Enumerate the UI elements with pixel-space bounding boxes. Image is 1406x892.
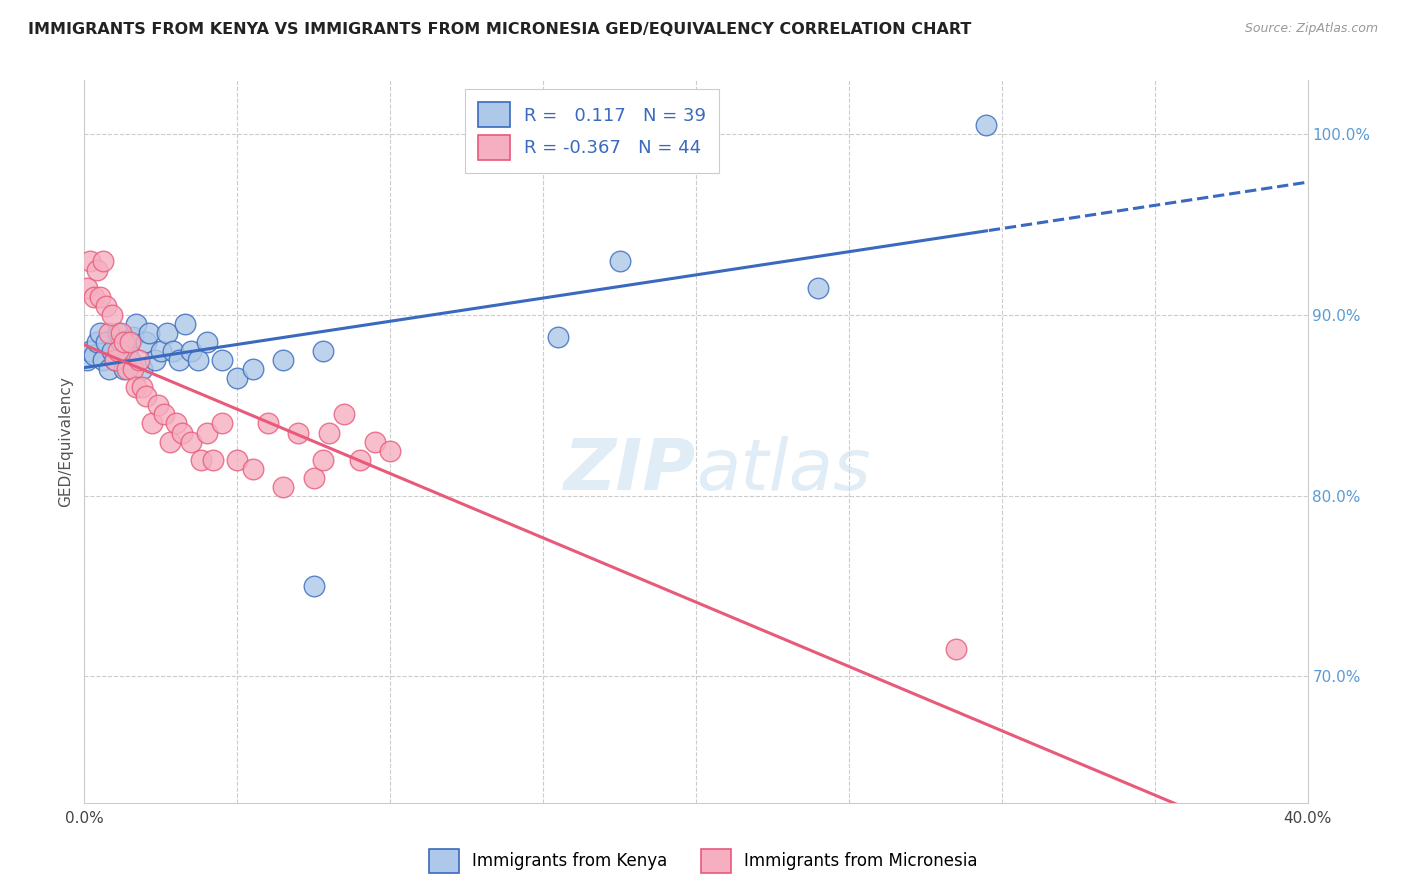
Point bbox=[318, 425, 340, 440]
Point bbox=[242, 362, 264, 376]
Point bbox=[101, 308, 124, 322]
Legend: R =   0.117   N = 39, R = -0.367   N = 44: R = 0.117 N = 39, R = -0.367 N = 44 bbox=[465, 89, 718, 173]
Point bbox=[112, 362, 135, 376]
Point bbox=[180, 434, 202, 449]
Point bbox=[180, 344, 202, 359]
Point bbox=[547, 330, 569, 344]
Point bbox=[110, 326, 132, 341]
Point bbox=[112, 335, 135, 350]
Point bbox=[271, 480, 294, 494]
Point bbox=[226, 452, 249, 467]
Point bbox=[94, 299, 117, 313]
Point bbox=[302, 579, 325, 593]
Point bbox=[107, 344, 129, 359]
Point bbox=[271, 353, 294, 368]
Point bbox=[190, 452, 212, 467]
Point bbox=[312, 344, 335, 359]
Point bbox=[380, 443, 402, 458]
Point bbox=[195, 335, 218, 350]
Point bbox=[609, 254, 631, 268]
Point bbox=[945, 642, 967, 657]
Point bbox=[79, 254, 101, 268]
Point bbox=[364, 434, 387, 449]
Point bbox=[211, 417, 233, 431]
Point bbox=[79, 344, 101, 359]
Point bbox=[257, 417, 280, 431]
Point bbox=[94, 335, 117, 350]
Point bbox=[125, 317, 148, 331]
Point bbox=[115, 344, 138, 359]
Legend: Immigrants from Kenya, Immigrants from Micronesia: Immigrants from Kenya, Immigrants from M… bbox=[422, 842, 984, 880]
Point bbox=[312, 452, 335, 467]
Point bbox=[97, 326, 120, 341]
Point bbox=[211, 353, 233, 368]
Point bbox=[226, 371, 249, 385]
Point bbox=[242, 461, 264, 475]
Point bbox=[115, 362, 138, 376]
Point bbox=[131, 380, 153, 394]
Point bbox=[120, 335, 142, 350]
Text: ZIP: ZIP bbox=[564, 436, 696, 505]
Point bbox=[86, 335, 108, 350]
Point bbox=[201, 452, 224, 467]
Point bbox=[135, 335, 157, 350]
Point bbox=[83, 348, 105, 362]
Point bbox=[302, 470, 325, 484]
Text: atlas: atlas bbox=[696, 436, 870, 505]
Point bbox=[146, 398, 169, 412]
Point bbox=[107, 326, 129, 341]
Point bbox=[174, 317, 197, 331]
Point bbox=[104, 353, 127, 368]
Point bbox=[122, 362, 145, 376]
Point bbox=[89, 326, 111, 341]
Point bbox=[76, 281, 98, 295]
Point bbox=[91, 254, 114, 268]
Point bbox=[349, 452, 371, 467]
Point bbox=[83, 290, 105, 304]
Point bbox=[122, 330, 145, 344]
Point bbox=[104, 353, 127, 368]
Point bbox=[186, 353, 208, 368]
Point bbox=[138, 326, 160, 341]
Point bbox=[156, 326, 179, 341]
Point bbox=[86, 263, 108, 277]
Point bbox=[167, 353, 190, 368]
Point bbox=[333, 408, 356, 422]
Point bbox=[153, 408, 176, 422]
Text: Source: ZipAtlas.com: Source: ZipAtlas.com bbox=[1244, 22, 1378, 36]
Point bbox=[91, 353, 114, 368]
Point bbox=[110, 335, 132, 350]
Point bbox=[976, 119, 998, 133]
Point bbox=[172, 425, 194, 440]
Point bbox=[807, 281, 830, 295]
Point bbox=[97, 362, 120, 376]
Point bbox=[159, 434, 181, 449]
Point bbox=[128, 353, 150, 368]
Point bbox=[149, 344, 172, 359]
Point bbox=[101, 344, 124, 359]
Point bbox=[120, 353, 142, 368]
Point bbox=[141, 417, 163, 431]
Text: IMMIGRANTS FROM KENYA VS IMMIGRANTS FROM MICRONESIA GED/EQUIVALENCY CORRELATION : IMMIGRANTS FROM KENYA VS IMMIGRANTS FROM… bbox=[28, 22, 972, 37]
Y-axis label: GED/Equivalency: GED/Equivalency bbox=[58, 376, 73, 507]
Point bbox=[89, 290, 111, 304]
Point bbox=[125, 380, 148, 394]
Point bbox=[135, 389, 157, 403]
Point bbox=[165, 417, 187, 431]
Point bbox=[195, 425, 218, 440]
Point bbox=[76, 353, 98, 368]
Point bbox=[287, 425, 309, 440]
Point bbox=[143, 353, 166, 368]
Point bbox=[131, 362, 153, 376]
Point bbox=[162, 344, 184, 359]
